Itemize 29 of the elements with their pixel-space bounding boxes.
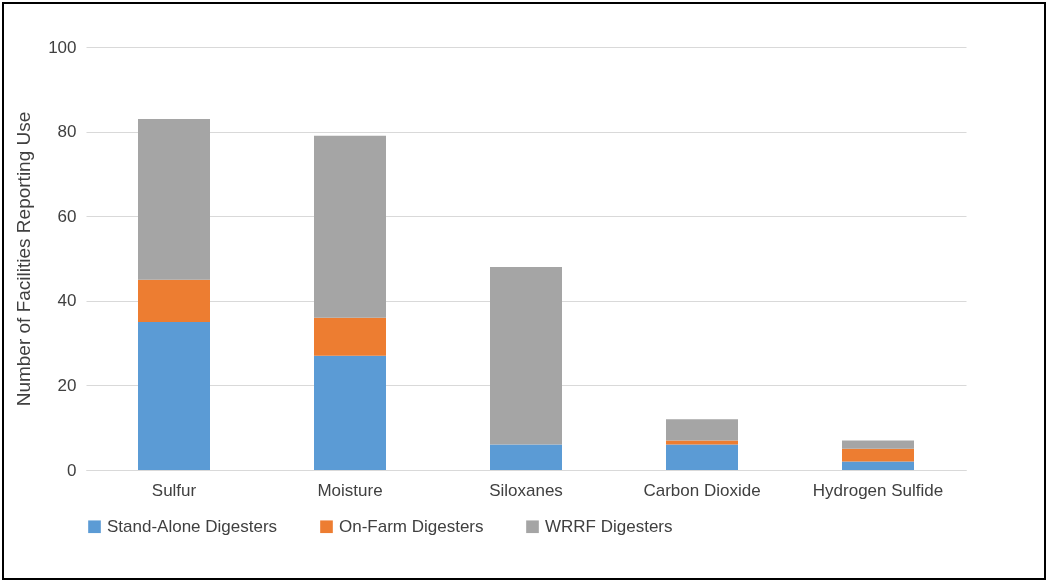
bar	[842, 461, 914, 470]
x-tick-label: Hydrogen Sulfide	[812, 480, 944, 500]
y-tick-label: 0	[67, 460, 77, 480]
legend-label: On-Farm Digesters	[339, 516, 484, 536]
bar	[490, 444, 562, 470]
legend-label: WRRF Digesters	[545, 516, 673, 536]
y-tick-label: 40	[57, 291, 77, 311]
bar	[314, 317, 386, 356]
bar	[666, 444, 738, 470]
y-tick-label: 80	[57, 122, 77, 142]
x-tick-label: Siloxanes	[489, 480, 563, 500]
bar	[666, 419, 738, 441]
y-tick-label: 60	[57, 206, 77, 226]
y-axis-title: Number of Facilities Reporting Use	[13, 111, 35, 407]
bar	[666, 440, 738, 445]
bar	[490, 266, 562, 445]
x-tick-label: Carbon Dioxide	[643, 480, 761, 500]
x-tick-label: Sulfur	[151, 480, 197, 500]
bar	[138, 321, 210, 470]
legend-label: Stand-Alone Digesters	[107, 516, 278, 536]
bar	[314, 355, 386, 470]
x-tick-label: Moisture	[317, 480, 383, 500]
bar	[842, 448, 914, 462]
y-tick-label: 20	[57, 375, 77, 395]
bar	[314, 135, 386, 318]
y-tick-label: 100	[48, 37, 77, 57]
bar	[138, 118, 210, 280]
bar	[138, 279, 210, 322]
bar	[842, 440, 914, 449]
